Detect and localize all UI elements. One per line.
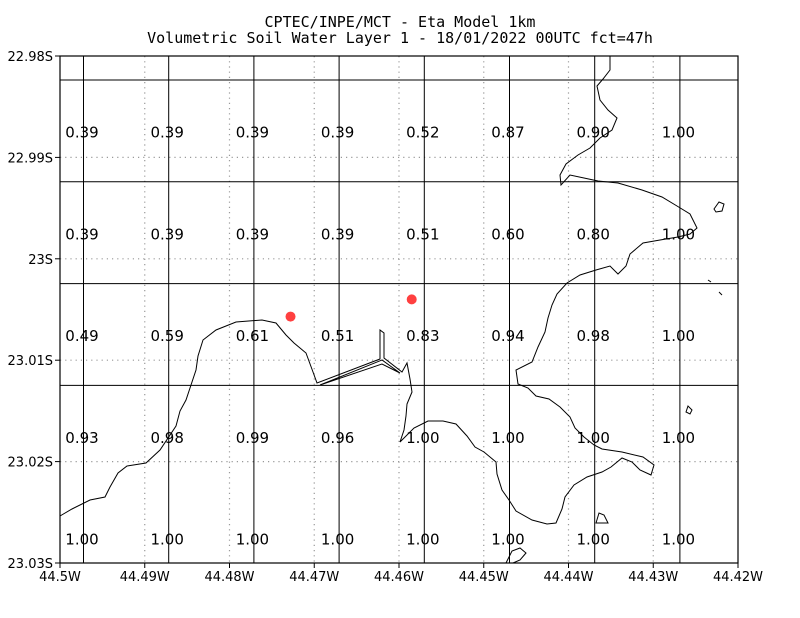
cell-value: 1.00 (662, 225, 695, 243)
island-small-1 (595, 512, 609, 524)
coastline-south-shore (505, 547, 527, 564)
y-tick-label: 23.03S (8, 557, 53, 572)
cell-value: 0.90 (576, 124, 609, 142)
station-marker (406, 294, 417, 305)
island-small-3 (713, 201, 725, 213)
cell-value: 0.80 (576, 225, 609, 243)
cell-value: 0.39 (321, 124, 354, 142)
cell-value: 0.39 (150, 124, 183, 142)
cell-value: 0.49 (65, 327, 98, 345)
cell-value: 1.00 (576, 531, 609, 549)
dotted-grid (60, 56, 738, 563)
x-tick-label: 44.43W (628, 570, 678, 585)
cell-value: 0.83 (406, 327, 439, 345)
cell-value: 0.93 (65, 429, 98, 447)
x-tick-label: 44.45W (459, 570, 509, 585)
y-tick-label: 23.01S (8, 354, 53, 369)
station-marker (285, 311, 296, 322)
cell-value: 0.39 (236, 225, 269, 243)
cell-value: 1.00 (65, 531, 98, 549)
cell-value: 0.87 (491, 124, 524, 142)
cell-value: 0.39 (65, 225, 98, 243)
coastline-mainland (59, 56, 698, 525)
cell-value: 1.00 (236, 531, 269, 549)
plot-frame (59, 55, 739, 564)
cell-value: 1.00 (662, 429, 695, 447)
cell-value: 1.00 (321, 531, 354, 549)
coastline (59, 56, 725, 564)
cell-value: 0.51 (406, 225, 439, 243)
cell-value: 0.99 (236, 429, 269, 447)
cell-value: 1.00 (491, 531, 524, 549)
x-tick-label: 44.42W (713, 570, 763, 585)
x-tick-label: 44.49W (120, 570, 170, 585)
cell-value: 0.51 (321, 327, 354, 345)
x-tick-label: 44.46W (374, 570, 424, 585)
x-axis-labels: 44.5W 44.49W 44.48W 44.47W 44.46W 44.45W 44.44… (39, 570, 763, 585)
cell-value: 0.52 (406, 124, 439, 142)
island-small-2 (685, 405, 693, 415)
island-small-4 (707, 279, 712, 283)
cell-value: 0.39 (150, 225, 183, 243)
cell-value: 0.39 (65, 124, 98, 142)
cell-values: 0.39 0.39 0.39 0.39 0.52 0.87 0.90 1.00 0.39 0.39… (65, 124, 695, 549)
station-markers (285, 294, 417, 322)
x-tick-label: 44.48W (204, 570, 254, 585)
x-tick-label: 44.44W (543, 570, 593, 585)
cell-value: 0.59 (150, 327, 183, 345)
island-small-5 (718, 291, 723, 296)
cell-value: 0.96 (321, 429, 354, 447)
cell-value: 1.00 (150, 531, 183, 549)
coastline-channel (319, 359, 401, 386)
x-tick-label: 44.5W (39, 570, 81, 585)
cell-value: 1.00 (662, 531, 695, 549)
y-tick-label: 22.98S (8, 50, 53, 65)
cell-value: 1.00 (662, 124, 695, 142)
cell-value: 0.60 (491, 225, 524, 243)
cell-value: 1.00 (406, 429, 439, 447)
chart-title: CPTEC/INPE/MCT - Eta Model 1km (264, 13, 536, 31)
cell-value: 0.39 (236, 124, 269, 142)
cell-value: 0.94 (491, 327, 524, 345)
y-axis-labels: 22.98S 22.99S 23S 23.01S 23.02S 23.03S (8, 50, 53, 572)
cell-value: 1.00 (662, 327, 695, 345)
chart-subtitle: Volumetric Soil Water Layer 1 - 18/01/20… (147, 29, 653, 47)
cell-grid (60, 56, 738, 563)
x-tick-label: 44.47W (289, 570, 339, 585)
cell-value: 0.61 (236, 327, 269, 345)
cell-value: 0.98 (576, 327, 609, 345)
cell-value: 0.98 (150, 429, 183, 447)
y-tick-label: 22.99S (8, 151, 53, 166)
y-tick-label: 23S (28, 253, 53, 268)
cell-value: 1.00 (406, 531, 439, 549)
cell-value: 1.00 (491, 429, 524, 447)
cell-value: 1.00 (576, 429, 609, 447)
axis-ticks (55, 55, 739, 568)
cell-value: 0.39 (321, 225, 354, 243)
y-tick-label: 23.02S (8, 456, 53, 471)
